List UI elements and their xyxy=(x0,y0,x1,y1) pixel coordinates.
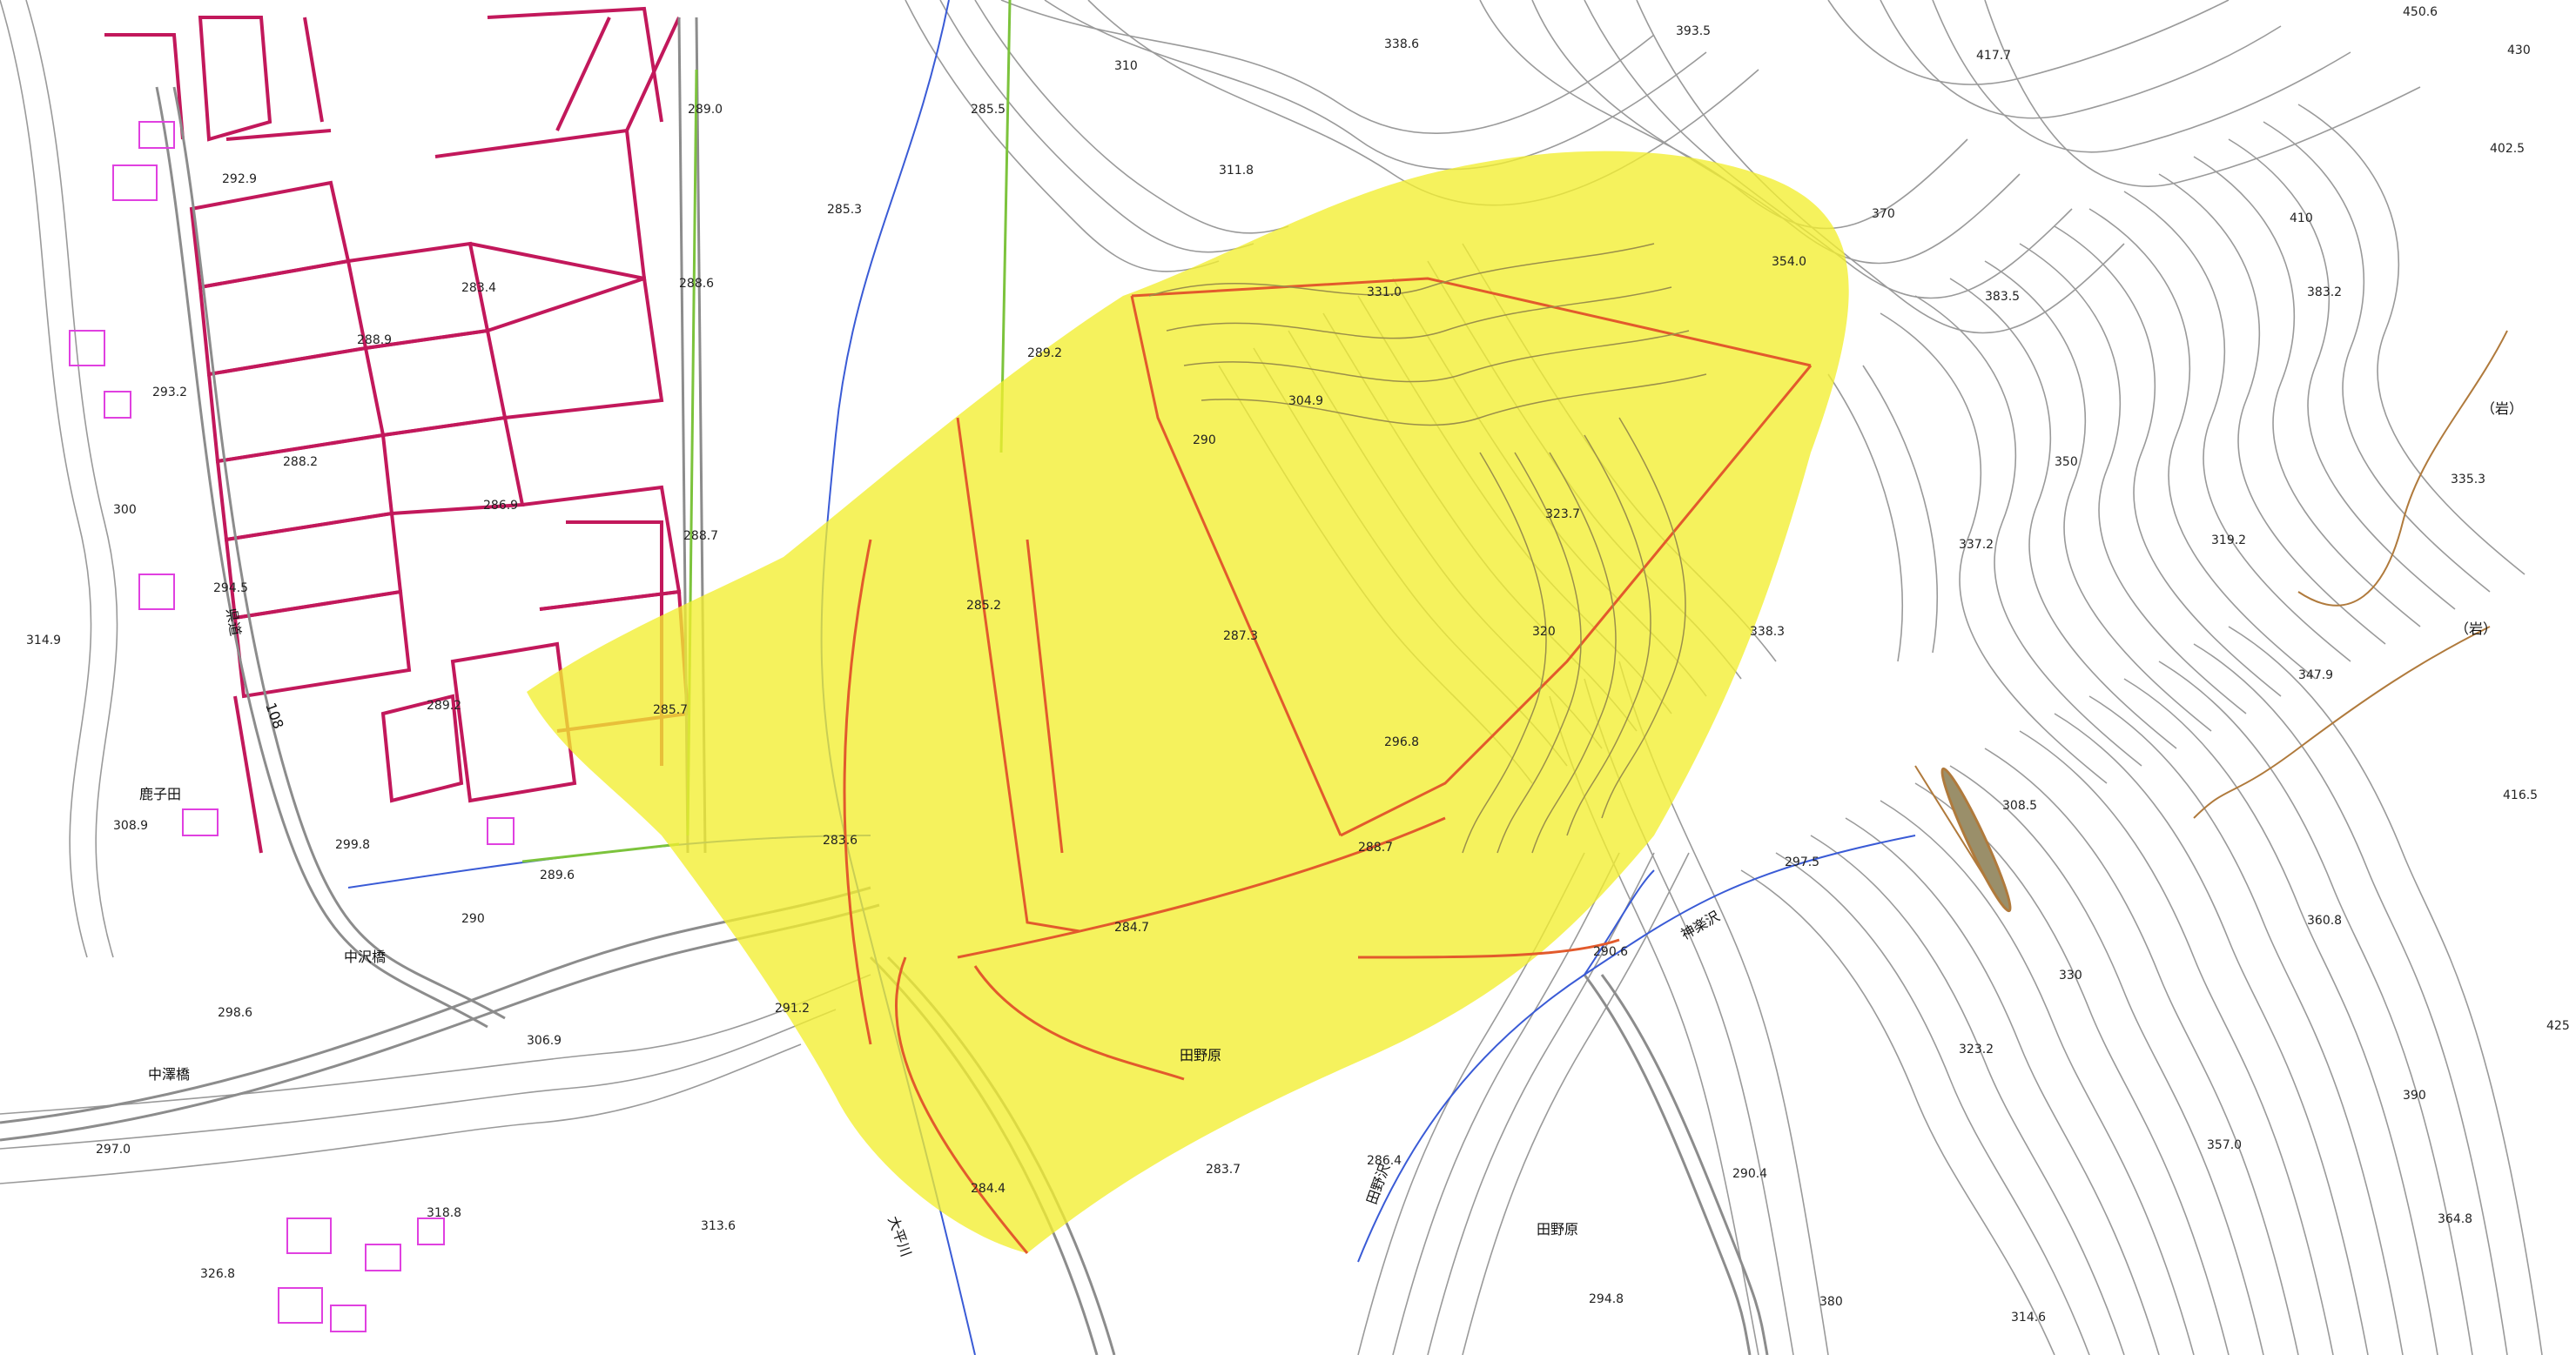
elev-label: 364.8 xyxy=(2438,1212,2472,1226)
elev-label: 311.8 xyxy=(1219,164,1254,178)
elev-label: 330 xyxy=(2059,969,2082,983)
area-contours xyxy=(1148,243,1707,854)
place-tanohara: 田野原 xyxy=(1180,1047,1221,1063)
elev-label: 289.2 xyxy=(1027,346,1062,360)
elev-label: 383.5 xyxy=(1985,290,2020,304)
elev-label: 347.9 xyxy=(2298,668,2333,682)
elev-label: 289.0 xyxy=(688,103,723,117)
place-rock-2: （岩） xyxy=(2455,620,2497,637)
elev-label: 320 xyxy=(1532,625,1556,639)
elev-label: 380 xyxy=(1819,1295,1843,1309)
elev-label: 284.4 xyxy=(971,1182,1006,1196)
elev-label: 331.0 xyxy=(1367,285,1402,299)
elev-label: 285.5 xyxy=(971,103,1006,117)
elev-label: 289.2 xyxy=(427,699,461,713)
elev-label: 319.2 xyxy=(2211,533,2246,547)
elev-label: 323.2 xyxy=(1959,1043,1994,1056)
elev-label: 318.8 xyxy=(427,1206,461,1220)
elev-label: 294.8 xyxy=(1589,1292,1624,1306)
place-tanohara-2: 田野原 xyxy=(1537,1221,1578,1238)
elev-label: 430 xyxy=(2507,44,2531,57)
elev-label: 297.5 xyxy=(1785,855,1819,869)
elev-label: 284.7 xyxy=(1114,921,1149,935)
elev-label: 283.6 xyxy=(823,834,858,848)
elev-label: 383.2 xyxy=(2307,285,2342,299)
elev-label: 290 xyxy=(461,912,485,926)
parcel-boundaries xyxy=(104,6,690,854)
elev-label: 450.6 xyxy=(2403,5,2438,19)
elev-label: 285.2 xyxy=(966,599,1001,613)
elev-label: 337.2 xyxy=(1959,538,1994,552)
elev-label: 298.6 xyxy=(218,1006,252,1020)
place-nakazawa-bridge: 中沢橋 xyxy=(344,949,386,965)
place-nakazawa-bridge-2: 中澤橋 xyxy=(148,1066,190,1083)
dam-structure xyxy=(1940,767,2012,913)
elev-label: 323.7 xyxy=(1545,507,1580,521)
elev-label: 293.2 xyxy=(152,386,187,399)
elev-label: 288.7 xyxy=(1358,841,1393,855)
elev-label: 283.7 xyxy=(1206,1163,1241,1177)
elev-label: 304.9 xyxy=(1288,394,1323,408)
elev-label: 308.9 xyxy=(113,819,148,833)
elev-label: 410 xyxy=(2290,211,2313,225)
elev-label: 306.9 xyxy=(527,1034,562,1048)
elev-label: 283.4 xyxy=(461,281,496,295)
elev-label: 292.9 xyxy=(222,172,257,186)
elev-label: 314.9 xyxy=(26,634,61,647)
elev-label: 370 xyxy=(1872,207,1895,221)
elev-label: 287.3 xyxy=(1223,629,1258,643)
elev-label: 288.6 xyxy=(679,277,714,291)
elev-label: 354.0 xyxy=(1772,255,1806,269)
elev-label: 285.7 xyxy=(653,703,688,717)
buildings xyxy=(69,121,515,1332)
ridge-lines xyxy=(843,277,1813,1254)
elev-label: 288.7 xyxy=(683,529,718,543)
elev-label: 313.6 xyxy=(701,1219,736,1233)
elev-label: 291.2 xyxy=(775,1002,810,1016)
elev-label: 357.0 xyxy=(2207,1138,2242,1152)
elev-label: 417.7 xyxy=(1976,49,2011,63)
elev-label: 299.8 xyxy=(335,838,370,852)
elev-label: 290 xyxy=(1193,433,1216,447)
elev-label: 310 xyxy=(1114,59,1138,73)
elev-label: 314.6 xyxy=(2011,1311,2046,1325)
elev-label: 326.8 xyxy=(200,1267,235,1281)
elev-label: 300 xyxy=(113,503,137,517)
place-shishida: 鹿子田 xyxy=(139,786,181,802)
elev-label: 286.9 xyxy=(483,499,518,513)
elev-label: 338.6 xyxy=(1384,37,1419,51)
elev-label: 288.9 xyxy=(357,333,392,347)
elev-label: 335.3 xyxy=(2451,473,2485,486)
elev-label: 416.5 xyxy=(2503,788,2538,802)
elev-label: 308.5 xyxy=(2002,799,2037,813)
elev-label: 338.3 xyxy=(1750,625,1785,639)
elev-label: 286.4 xyxy=(1367,1154,1402,1168)
place-rock: （岩） xyxy=(2481,400,2523,417)
elev-label: 294.5 xyxy=(213,581,248,595)
elevation-labels: 292.9 289.0 285.5 338.6 393.5 450.6 310 … xyxy=(26,5,2570,1325)
elev-label: 289.6 xyxy=(540,869,575,882)
elev-label: 285.3 xyxy=(827,203,862,217)
highlighted-area[interactable] xyxy=(527,151,1849,1253)
elev-label: 350 xyxy=(2055,455,2078,469)
elev-label: 290.4 xyxy=(1732,1167,1767,1181)
elev-label: 290.6 xyxy=(1593,945,1628,959)
elev-label: 390 xyxy=(2403,1089,2426,1103)
elev-label: 288.2 xyxy=(283,455,318,469)
elev-label: 296.8 xyxy=(1384,735,1419,749)
elev-label: 297.0 xyxy=(96,1143,131,1157)
elev-label: 402.5 xyxy=(2490,142,2525,156)
elev-label: 425 xyxy=(2546,1019,2570,1033)
elev-label: 360.8 xyxy=(2307,914,2342,928)
elev-label: 393.5 xyxy=(1676,24,1711,38)
